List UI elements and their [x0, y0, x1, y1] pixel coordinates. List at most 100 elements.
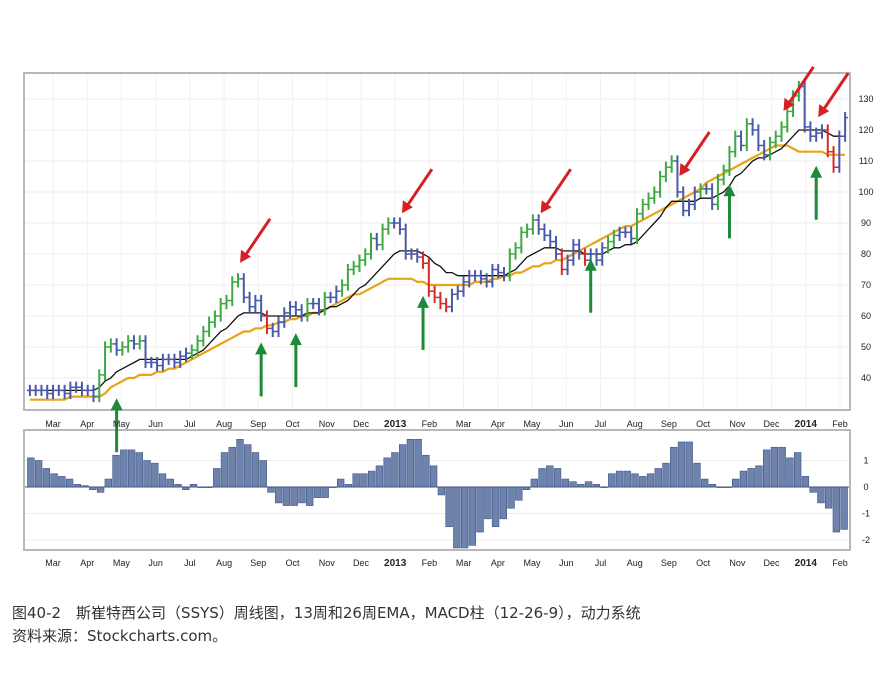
macd-bar [546, 465, 554, 488]
sell-arrow-head [818, 104, 830, 118]
macd-bar [42, 468, 51, 488]
x-tick-label: May [113, 558, 131, 568]
ema26-series [29, 144, 846, 401]
price-gridlines: 40 50 60 70 80 90 100 110 120 130 [25, 74, 874, 409]
macd-bar [65, 478, 74, 488]
macd-bar [398, 444, 407, 488]
caption-line-1: 图40-2 斯崔特西公司（SSYS）周线图，13周和26周EMA，MACD柱（1… [12, 604, 641, 622]
macd-bar [608, 473, 616, 488]
sell-arrow [683, 131, 711, 170]
macd-bar [824, 486, 833, 509]
x-tick-label: Aug [627, 558, 643, 568]
macd-bar [367, 470, 376, 488]
signal-arrows [110, 66, 850, 453]
x-tick-label: Jul [184, 558, 196, 568]
buy-arrow-head [289, 333, 302, 346]
macd-bar [670, 446, 678, 488]
x-tick-label: May [524, 419, 542, 429]
macd-bar [406, 438, 415, 488]
macd-bar [96, 486, 105, 493]
y-tick-label: 100 [858, 187, 873, 197]
macd-bar [584, 481, 593, 488]
macd-bar [236, 438, 244, 488]
x-tick-label: Oct [696, 419, 711, 429]
buy-arrow-head [810, 165, 823, 178]
sell-arrow-head [540, 200, 552, 214]
x-tick-label: Sep [661, 558, 677, 568]
macd-bar [793, 452, 802, 488]
macd-bar [34, 460, 43, 488]
x-tick-label: Mar [456, 419, 472, 429]
macd-bar [778, 446, 786, 488]
macd-bar [213, 468, 221, 488]
x-tick-label: Dec [764, 558, 781, 568]
x-tick-label: Apr [491, 419, 505, 429]
price-bars [26, 81, 849, 403]
x-tick-label: Jun [148, 558, 163, 568]
y-tick-label: 40 [861, 373, 871, 383]
macd-bar [693, 462, 701, 488]
macd-bar [732, 478, 740, 488]
macd-bar [646, 473, 655, 488]
macd-bar [290, 486, 298, 506]
macd-y-tick-label: 0 [863, 482, 868, 492]
x-tick-label: Aug [216, 419, 232, 429]
x-tick-label: Oct [696, 558, 711, 568]
macd-bar [515, 486, 523, 501]
macd-bar [259, 460, 267, 488]
x-tick-label: Aug [627, 419, 643, 429]
macd-bar [158, 473, 167, 488]
macd-bar [484, 486, 492, 520]
macd-y-tick-label: -2 [862, 535, 870, 545]
axis-labels: Mar Mar Apr Apr May May Jun Jun Jul Jul Aug Aug Sep S… [45, 419, 848, 569]
sell-arrow-head [401, 200, 413, 214]
macd-bar [151, 462, 159, 488]
macd-bar [104, 478, 112, 488]
x-tick-label: Jun [559, 419, 574, 429]
macd-bar [623, 470, 631, 488]
macd-bar [135, 452, 143, 488]
macd-bar [561, 478, 569, 488]
macd-bar [282, 486, 291, 506]
macd-bar [244, 444, 252, 488]
sell-arrow [821, 72, 850, 111]
macd-bar [414, 438, 422, 488]
x-tick-label: Sep [661, 419, 677, 429]
x-tick-label: Apr [80, 558, 94, 568]
x-tick-label: Feb [832, 558, 848, 568]
x-tick-label: 2014 [795, 558, 818, 569]
x-tick-label: Nov [319, 558, 336, 568]
macd-bar [313, 486, 322, 498]
x-tick-label: Feb [422, 419, 438, 429]
macd-bar [639, 476, 647, 488]
sell-arrow-head [679, 163, 691, 176]
macd-bar [298, 486, 306, 504]
macd-bar [375, 465, 384, 488]
x-tick-label: Jul [595, 558, 607, 568]
macd-bar [817, 486, 825, 504]
macd-bar [631, 473, 639, 488]
macd-bar [337, 478, 345, 488]
x-tick-label: Dec [353, 558, 370, 568]
macd-bar [507, 486, 515, 509]
macd-bar [615, 470, 624, 488]
buy-arrow-head [255, 342, 268, 355]
x-tick-label: Mar [456, 558, 472, 568]
x-tick-label: 2013 [384, 558, 407, 569]
macd-panel-frame [23, 429, 851, 551]
macd-bar [429, 465, 438, 488]
macd-y-tick-label: 1 [863, 456, 868, 466]
macd-bar [383, 457, 391, 488]
x-tick-label: 2014 [795, 419, 818, 430]
macd-bar [166, 478, 174, 488]
macd-bar [476, 486, 484, 533]
macd-bar [786, 457, 794, 488]
x-tick-label: Mar [45, 558, 61, 568]
macd-bar [553, 468, 562, 488]
caption-line-2: 资料来源：Stockcharts.com。 [12, 627, 228, 645]
buy-arrow-head [584, 258, 597, 271]
buy-arrow-head [723, 184, 736, 197]
y-tick-label: 130 [858, 94, 873, 104]
macd-bar [801, 476, 810, 488]
x-tick-label: Sep [250, 558, 266, 568]
